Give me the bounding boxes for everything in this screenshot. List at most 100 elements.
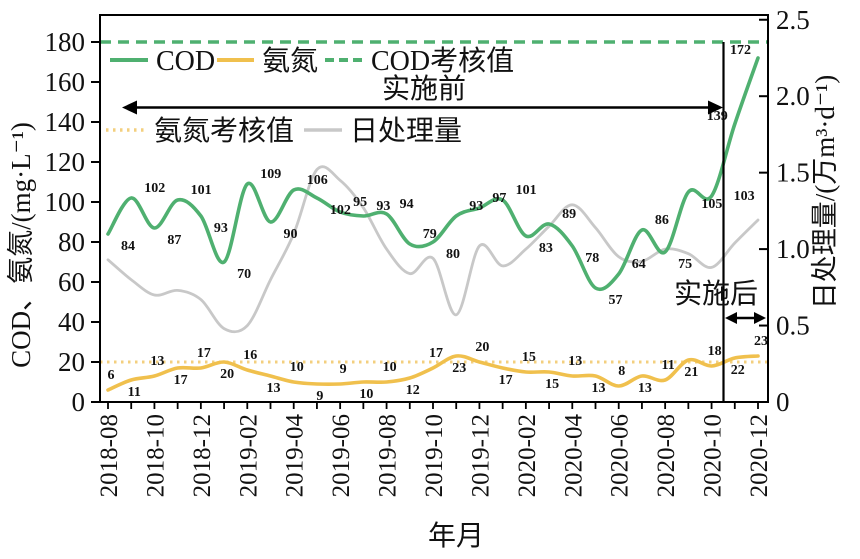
data-label: 75 (678, 257, 692, 272)
legend-ammonia-label: 氨氮 (262, 45, 318, 77)
data-label: 89 (562, 207, 576, 222)
x-tick-label: 2018-10 (142, 414, 169, 497)
x-axis-title: 年月 (428, 520, 484, 552)
data-label: 16 (243, 348, 257, 363)
y-axis-right-title: 日处理量/(万m³·d⁻¹) (810, 75, 840, 309)
data-label: 20 (475, 340, 489, 355)
data-label: 15 (522, 350, 536, 365)
y-axis-left-title: COD、氨氮/(mg·L⁻¹) (6, 122, 36, 368)
y-left-tick-label: 100 (45, 187, 86, 217)
data-label: 101 (516, 183, 537, 198)
axis-titles: 年月 COD、氨氮/(mg·L⁻¹) 日处理量/(万m³·d⁻¹) (6, 75, 840, 552)
data-label: 64 (632, 257, 646, 272)
cod-line (106, 56, 760, 291)
data-label: 102 (144, 181, 165, 196)
x-tick-label: 2020-04 (560, 414, 587, 498)
y-right-tick-label: 2.5 (776, 5, 810, 35)
y-left-tick-label: 120 (45, 147, 86, 177)
x-tick-label: 2019-04 (282, 414, 309, 498)
y-left-tick-label: 180 (45, 27, 86, 57)
data-label: 13 (267, 381, 281, 396)
before-arrow-left-head-icon (122, 100, 137, 115)
data-label: 90 (284, 227, 298, 242)
data-label: 15 (545, 377, 559, 392)
data-label: 57 (609, 293, 623, 308)
data-label: 13 (568, 354, 582, 369)
data-label: 20 (220, 367, 234, 382)
reference-lines (100, 40, 768, 364)
data-label: 13 (592, 381, 606, 396)
data-label: 79 (423, 227, 437, 242)
after-implementation-label: 实施后 (674, 278, 758, 310)
data-label: 13 (150, 354, 164, 369)
after-arrow-left-head-icon (725, 312, 737, 324)
x-tick-label: 2020-02 (514, 414, 541, 497)
data-label: 80 (446, 247, 460, 262)
data-label: 109 (260, 167, 281, 182)
after-arrow-right-head-icon (754, 312, 766, 324)
axes: 0 20 40 60 80 100 120 140 160 180 0 0.5 1.0 1.5 2.0 2.5… (45, 5, 810, 498)
data-label: 172 (730, 43, 751, 58)
data-label: 9 (316, 389, 323, 404)
data-label: 93 (214, 221, 228, 236)
legend-cod-label: COD (156, 46, 215, 77)
data-label: 11 (128, 385, 141, 400)
data-label: 17 (197, 346, 211, 361)
data-label: 95 (353, 195, 367, 210)
y-right-tick-label: 2.0 (776, 81, 810, 111)
data-label: 106 (307, 173, 328, 188)
x-tick-label: 2020-08 (653, 414, 680, 497)
ammonia-line (106, 354, 760, 392)
x-tick-label: 2018-08 (96, 414, 123, 497)
data-label: 21 (684, 365, 698, 380)
x-tick-label: 2019-08 (375, 414, 402, 497)
y-right-tick-label: 1.5 (776, 158, 810, 188)
data-label: 18 (708, 344, 722, 359)
y-left-tick-label: 20 (58, 347, 85, 377)
data-label: 8 (618, 364, 625, 379)
legend-treatment-label: 日处理量 (350, 115, 462, 147)
data-label: 94 (400, 197, 414, 212)
before-arrow-right-head-icon (708, 100, 723, 115)
data-label: 22 (731, 363, 745, 378)
data-label: 84 (121, 239, 135, 254)
legend-cod-limit-label: COD考核值 (371, 45, 514, 77)
treatment-line (106, 165, 760, 334)
plot-border (99, 14, 769, 403)
data-label: 93 (376, 199, 390, 214)
x-tick-label: 2020-12 (746, 414, 773, 497)
data-label: 12 (406, 383, 420, 398)
before-implementation-label: 实施前 (382, 73, 466, 105)
data-label: 23 (754, 334, 768, 349)
data-label: 78 (585, 251, 599, 266)
data-label: 11 (662, 358, 675, 373)
data-label: 93 (469, 199, 483, 214)
data-label: 70 (237, 267, 251, 282)
x-tick-label: 2019-02 (235, 414, 262, 497)
data-label: 9 (340, 362, 347, 377)
data-label: 17 (499, 373, 513, 388)
data-label: 105 (701, 197, 722, 212)
data-label: 87 (167, 233, 181, 248)
y-left-tick-label: 40 (58, 307, 85, 337)
data-label: 83 (539, 241, 553, 256)
legend: COD 氨氮 COD考核值 氨氮考核值 日处理量 (106, 45, 514, 147)
y-left-tick-label: 160 (45, 67, 86, 97)
ammonia-data-labels: 6 11 13 17 17 20 16 13 10 9 9 10 10 12 17 23 20 17 15 15 13 1… (108, 334, 769, 404)
data-label: 102 (330, 203, 351, 218)
x-tick-label: 2020-06 (607, 414, 634, 497)
y-right-tick-label: 0 (776, 387, 790, 417)
data-label: 23 (452, 361, 466, 376)
data-label: 17 (174, 373, 188, 388)
period-annotations: 实施前 实施后 (122, 73, 766, 324)
data-label: 101 (191, 183, 212, 198)
y-right-tick-label: 1.0 (776, 234, 810, 264)
x-tick-label: 2019-10 (421, 414, 448, 497)
data-label: 10 (290, 360, 304, 375)
y-left-tick-label: 60 (58, 267, 85, 297)
data-label: 17 (429, 346, 443, 361)
y-left-tick-label: 0 (72, 387, 86, 417)
data-label: 97 (492, 191, 506, 206)
